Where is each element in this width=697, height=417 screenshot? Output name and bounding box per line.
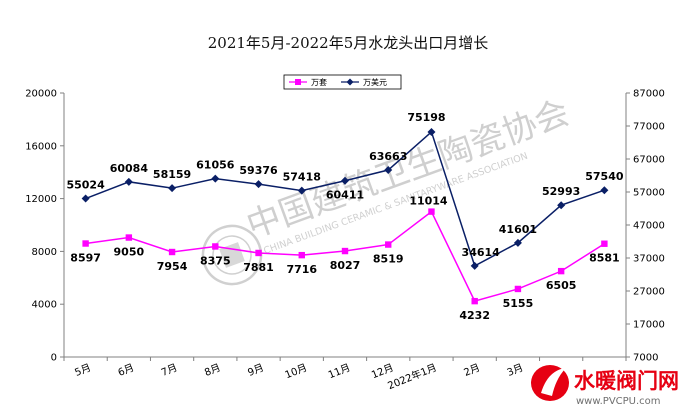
site-logo: 水暖阀门网 www.PVCPU.com bbox=[531, 365, 679, 407]
data-label-units: 8519 bbox=[373, 253, 404, 266]
data-label-usd: 75198 bbox=[407, 111, 445, 124]
legend-label-units: 万套 bbox=[311, 77, 327, 87]
data-label-usd: 60411 bbox=[326, 189, 364, 202]
data-label-usd: 41601 bbox=[499, 223, 537, 236]
y-right-tick-label: 7000 bbox=[633, 353, 658, 364]
x-tick-label: 3月 bbox=[505, 362, 525, 379]
point-usd bbox=[341, 176, 349, 185]
data-label-units: 8597 bbox=[70, 252, 101, 265]
point-units bbox=[557, 267, 565, 275]
x-tick-label: 12月 bbox=[370, 362, 396, 382]
axes: 0 4000 8000 12000 16000 20000 7000 17000 27000 37… bbox=[25, 89, 665, 393]
data-label-units: 11014 bbox=[409, 195, 448, 208]
data-label-units: 8581 bbox=[589, 252, 620, 265]
plot-area: 8597 9050 7954 8375 7881 7716 8027 8519 11014 423… bbox=[66, 111, 623, 322]
y-right-tick-label: 37000 bbox=[633, 254, 665, 265]
point-usd bbox=[81, 194, 90, 203]
y-right-tick-label: 27000 bbox=[633, 287, 665, 298]
data-label-units: 8375 bbox=[200, 254, 231, 267]
point-usd bbox=[427, 127, 436, 136]
point-usd bbox=[600, 186, 609, 195]
point-usd bbox=[384, 166, 393, 175]
data-label-units: 7954 bbox=[157, 260, 188, 273]
x-tick-label: 11月 bbox=[327, 362, 353, 382]
y-right-tick-label: 57000 bbox=[633, 188, 665, 199]
y-left-tick-label: 16000 bbox=[25, 141, 57, 152]
data-label-units: 7716 bbox=[286, 263, 317, 276]
data-label-usd: 57540 bbox=[585, 170, 624, 183]
data-label-usd: 55024 bbox=[66, 179, 105, 192]
legend-marker-units bbox=[295, 79, 301, 85]
point-usd bbox=[470, 261, 479, 270]
x-tick-label: 8月 bbox=[203, 362, 223, 379]
y-right-tick-label: 77000 bbox=[633, 122, 665, 133]
point-units bbox=[341, 247, 349, 255]
y-left-tick-label: 4000 bbox=[32, 300, 57, 311]
point-usd bbox=[254, 180, 263, 189]
y-right-tick-label: 47000 bbox=[633, 221, 665, 232]
point-usd bbox=[297, 186, 306, 195]
legend: 万套 万美元 bbox=[283, 74, 402, 90]
data-label-units: 6505 bbox=[546, 279, 577, 292]
data-label-usd: 57418 bbox=[283, 171, 321, 184]
data-label-usd: 59376 bbox=[239, 164, 278, 177]
site-logo-name: 水暖阀门网 bbox=[574, 369, 679, 393]
y-right-tick-label: 87000 bbox=[633, 89, 665, 100]
point-units bbox=[514, 285, 522, 293]
data-label-units: 8027 bbox=[330, 259, 361, 272]
x-tick-label: 5月 bbox=[73, 362, 93, 379]
data-label-units: 4232 bbox=[459, 309, 490, 322]
point-usd bbox=[513, 238, 522, 247]
data-label-usd: 60084 bbox=[110, 162, 149, 175]
data-label-usd: 34614 bbox=[462, 246, 501, 259]
x-tick-label: 6月 bbox=[116, 362, 136, 379]
point-units bbox=[428, 208, 435, 215]
point-units bbox=[601, 240, 608, 247]
point-units bbox=[168, 248, 176, 256]
chart-title: 2021年5月-2022年5月水龙头出口月增长 bbox=[208, 34, 489, 52]
data-label-usd: 63663 bbox=[369, 150, 407, 163]
y-right-tick-label: 67000 bbox=[633, 155, 665, 166]
point-units bbox=[298, 251, 305, 259]
data-label-usd: 61056 bbox=[196, 159, 235, 172]
point-units bbox=[82, 240, 89, 247]
legend-label-usd: 万美元 bbox=[363, 77, 387, 87]
point-units bbox=[255, 249, 262, 257]
x-tick-label: 2月 bbox=[462, 362, 482, 379]
point-units bbox=[212, 243, 219, 250]
x-tick-label: 7月 bbox=[160, 362, 180, 379]
x-tick-label: 10月 bbox=[283, 362, 309, 382]
point-usd bbox=[557, 201, 566, 210]
y-right-tick-label: 17000 bbox=[633, 320, 665, 331]
y-left-tick-label: 12000 bbox=[25, 194, 57, 205]
x-tick-label: 9月 bbox=[246, 362, 266, 379]
data-label-units: 9050 bbox=[114, 246, 145, 259]
data-label-units: 5155 bbox=[503, 297, 534, 310]
point-units bbox=[385, 241, 392, 248]
point-usd bbox=[211, 174, 220, 183]
point-usd bbox=[168, 184, 177, 193]
y-left-tick-label: 8000 bbox=[32, 247, 57, 258]
data-label-units: 7881 bbox=[243, 261, 274, 274]
y-left-tick-label: 20000 bbox=[25, 89, 57, 100]
data-label-usd: 58159 bbox=[153, 168, 191, 181]
point-usd bbox=[124, 177, 133, 186]
point-units bbox=[125, 234, 133, 241]
y-left-tick-label: 0 bbox=[51, 353, 57, 364]
legend-marker-usd bbox=[346, 78, 354, 86]
x-tick-label: 2022年1月 bbox=[386, 361, 439, 392]
site-logo-url: www.PVCPU.com bbox=[576, 396, 661, 407]
point-units bbox=[471, 297, 478, 305]
data-label-usd: 52993 bbox=[542, 185, 580, 198]
